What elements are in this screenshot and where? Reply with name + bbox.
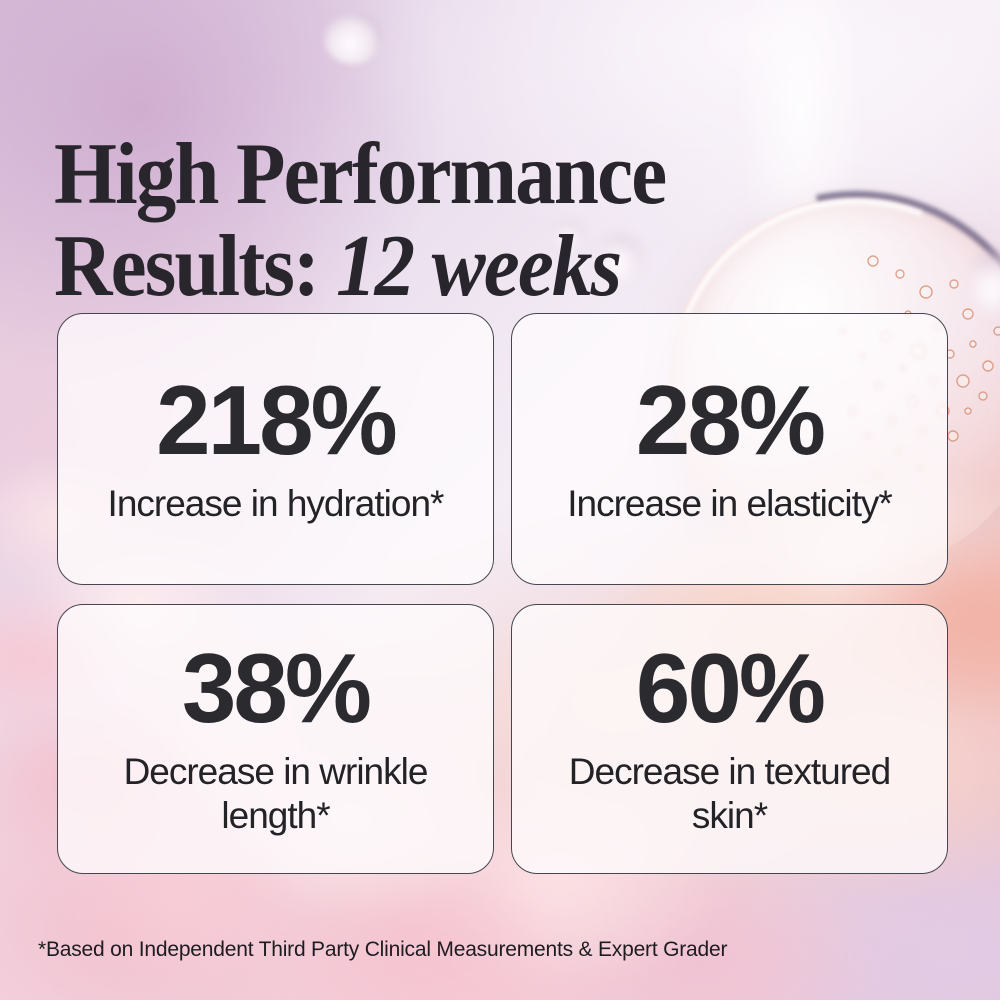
water-droplet — [324, 12, 382, 64]
stat-label: Increase in hydration* — [107, 483, 445, 524]
title-line2-emphasis: 12 weeks — [335, 217, 622, 315]
stats-grid: 218% Increase in hydration* 28% Increase… — [57, 313, 948, 874]
stat-label: Decrease in wrinkle length* — [123, 751, 429, 836]
stat-label: Increase in elasticity* — [567, 483, 893, 524]
stat-value: 28% — [635, 365, 826, 475]
water-droplet — [556, 222, 582, 248]
title-line1: High Performance — [54, 125, 667, 223]
title-line2-prefix: Results: — [54, 217, 320, 315]
water-droplet — [598, 236, 642, 282]
stat-card-wrinkle-length: 38% Decrease in wrinkle length* — [57, 604, 494, 874]
stat-value: 38% — [181, 633, 372, 743]
stat-card-hydration: 218% Increase in hydration* — [57, 313, 494, 585]
stat-card-elasticity: 28% Increase in elasticity* — [511, 313, 948, 585]
stat-label: Decrease in textured skin* — [568, 751, 891, 836]
footnote: *Based on Independent Third Party Clinic… — [38, 938, 728, 961]
stat-value: 218% — [156, 365, 398, 475]
stat-card-textured-skin: 60% Decrease in textured skin* — [511, 604, 948, 874]
page-title: High Performance Results: 12 weeks — [54, 125, 667, 315]
stat-value: 60% — [635, 633, 826, 743]
